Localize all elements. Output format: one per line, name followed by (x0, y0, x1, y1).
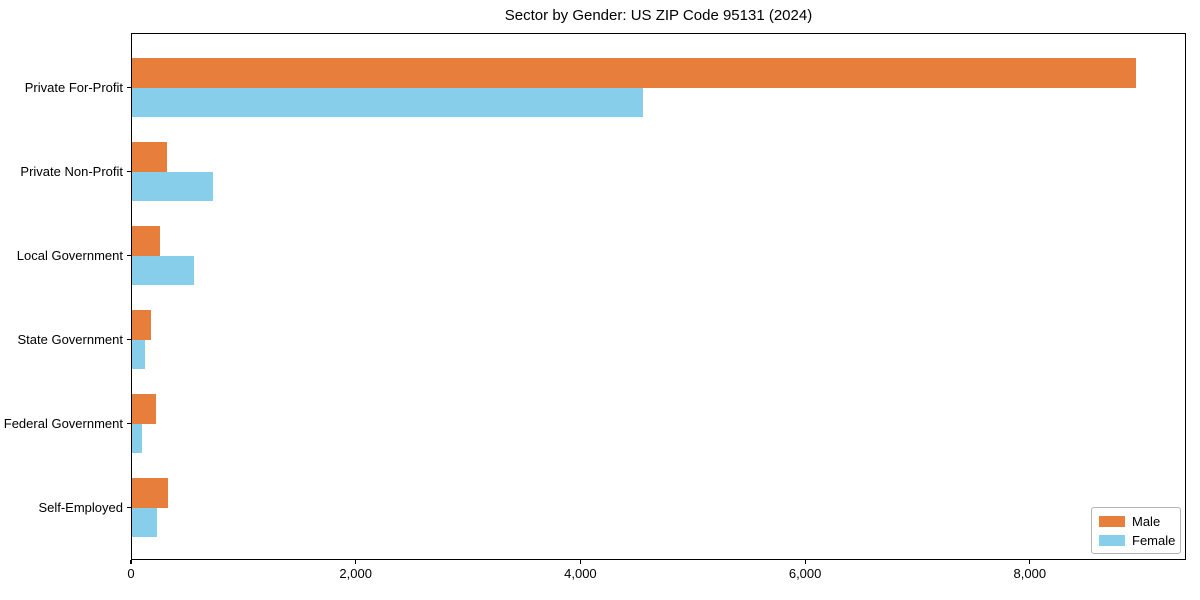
y-tick-mark (127, 170, 131, 173)
bar-male-private-for-profit (132, 58, 1137, 88)
male-color-swatch (1099, 515, 1125, 527)
bar-female-federal-government (132, 423, 143, 453)
legend-label-female: Female (1132, 532, 1176, 548)
x-tick-label-8000: 8,000 (1013, 566, 1047, 581)
legend-item-male: Male (1099, 514, 1173, 529)
y-tick-mark (127, 338, 131, 341)
y-tick-mark (127, 86, 131, 89)
legend: Male Female (1091, 507, 1181, 554)
x-tick-label-2000: 2,000 (339, 566, 372, 581)
bar-female-private-for-profit (132, 87, 644, 117)
x-tick-mark (355, 560, 357, 564)
bar-female-private-non-profit (132, 171, 214, 201)
legend-item-female: Female (1099, 532, 1176, 548)
x-tick-label-6000: 6,000 (788, 566, 822, 581)
x-tick-mark (804, 560, 806, 564)
female-color-swatch (1099, 534, 1125, 546)
bar-male-self-employed (132, 478, 168, 508)
x-tick-label-4000: 4,000 (564, 566, 597, 581)
bar-male-local-government (132, 226, 161, 256)
bar-female-state-government (132, 339, 145, 369)
bar-male-state-government (132, 310, 152, 340)
bar-female-local-government (132, 255, 195, 285)
legend-label-male: Male (1132, 513, 1161, 529)
bar-female-self-employed (132, 507, 158, 537)
y-tick-mark (127, 506, 131, 509)
bar-male-federal-government (132, 394, 157, 424)
bar-male-private-non-profit (132, 142, 167, 172)
y-tick-label-private-non-profit: Private Non-Profit (20, 163, 123, 179)
x-tick-mark (579, 560, 581, 564)
chart-title: Sector by Gender: US ZIP Code 95131 (202… (504, 7, 813, 24)
x-tick-label-0: 0 (127, 566, 135, 581)
y-tick-label-private-for-profit: Private For-Profit (24, 79, 123, 95)
y-tick-mark (127, 422, 131, 425)
y-tick-label-federal-government: Federal Government (3, 415, 123, 431)
x-tick-mark (1029, 560, 1031, 564)
x-tick-mark (130, 560, 132, 564)
y-tick-label-local-government: Local Government (16, 247, 123, 263)
y-tick-label-state-government: State Government (17, 331, 124, 347)
plot-area (131, 33, 1186, 560)
y-tick-label-self-employed: Self-Employed (38, 499, 123, 515)
y-tick-mark (127, 254, 131, 257)
